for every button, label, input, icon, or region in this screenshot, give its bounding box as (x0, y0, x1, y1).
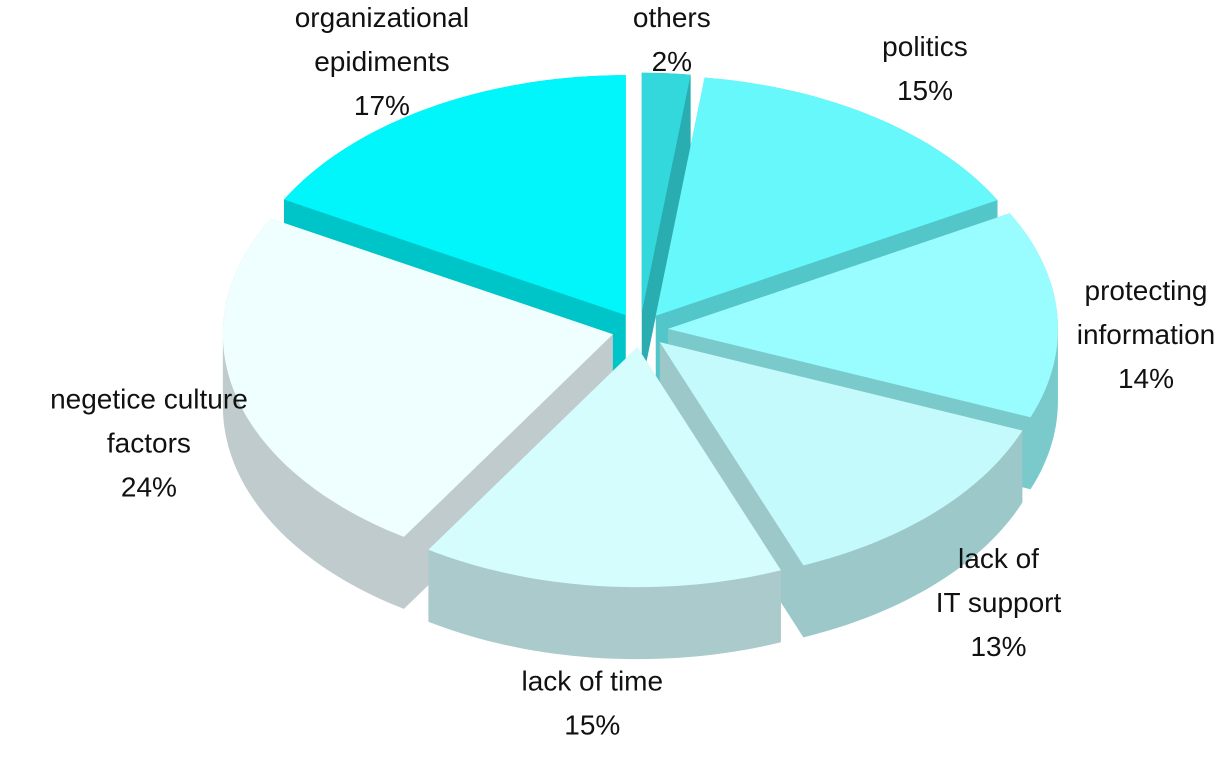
category-label-line: epidiments (314, 46, 449, 77)
category-label-line: IT support (936, 587, 1062, 618)
value-label: 14% (1118, 363, 1174, 394)
category-label: protecting information (1077, 275, 1216, 350)
slice (283, 75, 626, 316)
category-label-line: negetice culture (50, 384, 248, 415)
category-label-line: lack of (958, 543, 1039, 574)
slice-label: lack of time 15% (521, 665, 663, 740)
category-label-line: protecting (1085, 275, 1208, 306)
category-label-line: politics (882, 31, 968, 62)
category-label-line: information (1077, 319, 1216, 350)
value-label: 17% (354, 90, 410, 121)
slice (641, 72, 691, 313)
category-label: lack of time (521, 665, 663, 696)
slice (222, 218, 613, 537)
slice-label: protecting information 14% (1077, 275, 1216, 394)
category-label: others (633, 2, 711, 33)
value-label: 24% (121, 472, 177, 503)
slice (428, 347, 781, 588)
slice-label: negetice culture factors 24% (50, 384, 248, 503)
pie (222, 72, 1058, 660)
category-label: organizational epidiments (295, 2, 469, 77)
category-label: politics (882, 31, 968, 62)
slice-label: politics 15% (882, 31, 968, 106)
category-label: negetice culture factors (50, 384, 248, 459)
value-label: 2% (652, 46, 692, 77)
slice-label: organizational epidiments 17% (295, 2, 469, 121)
category-label-line: organizational (295, 2, 469, 33)
category-label-line: lack of time (521, 665, 663, 696)
slice (655, 77, 998, 316)
category-label: lack of IT support (936, 543, 1062, 618)
slice-label: lack of IT support 13% (936, 543, 1062, 662)
slice-label: others 2% (633, 2, 711, 77)
slice (667, 213, 1058, 418)
category-label-line: others (633, 2, 711, 33)
category-label-line: factors (107, 428, 191, 459)
value-label: 15% (564, 709, 620, 740)
value-label: 13% (970, 631, 1026, 662)
value-label: 15% (897, 75, 953, 106)
slice (659, 342, 1023, 566)
